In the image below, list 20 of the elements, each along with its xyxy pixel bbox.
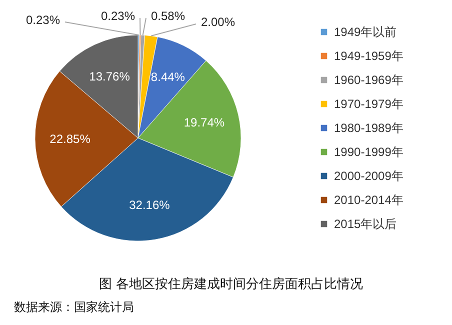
data-label: 2.00% (200, 15, 236, 29)
legend-label: 1949-1959年 (334, 49, 404, 63)
data-label: 22.85% (50, 132, 91, 146)
legend-label: 1980-1989年 (334, 121, 404, 135)
legend-label: 1960-1969年 (334, 73, 404, 87)
data-label: 0.58% (150, 9, 186, 23)
legend-label: 2000-2009年 (334, 169, 404, 183)
source-note: 数据来源：国家统计局 (14, 300, 134, 314)
text: 图 各地区按住房建成时间分住房面积占比情况 (99, 276, 363, 291)
legend-label: 1990-1999年 (334, 145, 404, 159)
data-label: 0.23% (26, 13, 60, 27)
legend-label: 1970-1979年 (334, 97, 404, 111)
data-label: 32.16% (129, 198, 170, 212)
legend-label: 1949年以前 (334, 25, 397, 39)
data-label: 0.23% (100, 9, 136, 23)
data-label: 19.74% (184, 116, 225, 130)
legend-label: 2015年以后 (334, 217, 397, 231)
data-label: 8.44% (150, 70, 186, 84)
data-label: 13.76% (89, 69, 130, 84)
legend-label: 2010-2014年 (334, 193, 404, 207)
